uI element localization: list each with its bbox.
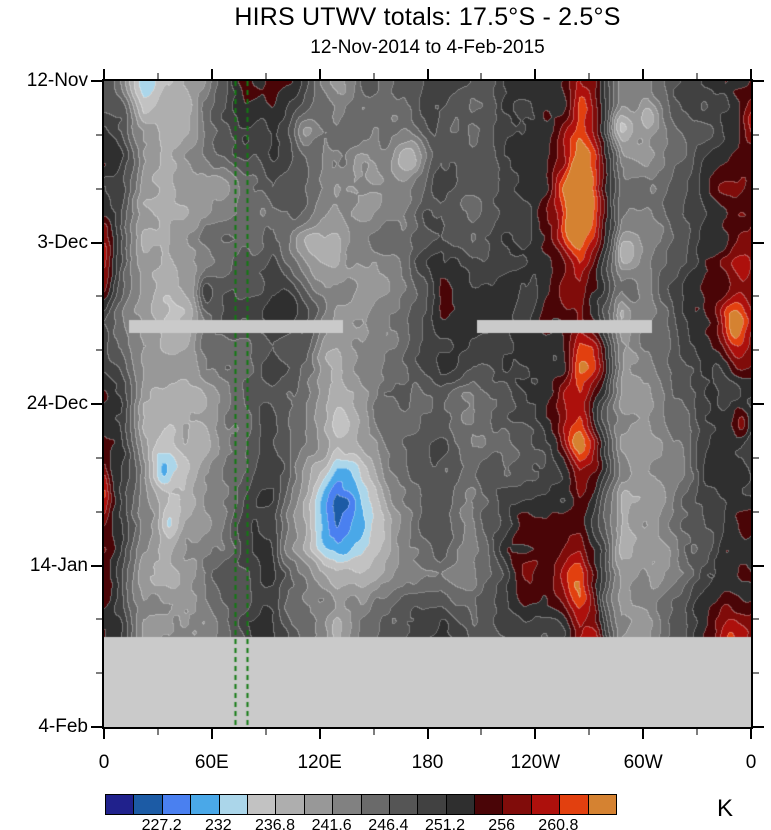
x-tick-minor (372, 729, 375, 735)
y-tick-minor (96, 295, 102, 298)
x-tick-minor (480, 729, 483, 735)
colorbar-cell (389, 795, 419, 814)
colorbar-cell (191, 795, 220, 814)
page-title: HIRS UTWV totals: 17.5°S - 2.5°S (234, 3, 621, 31)
x-tick-label: 60E (194, 752, 229, 773)
x-tick-major (534, 69, 537, 79)
colorbar-cell (219, 795, 248, 814)
y-tick-major (91, 241, 102, 244)
colorbar-cell (304, 795, 334, 814)
y-tick-minor (96, 510, 102, 513)
y-tick-minor (96, 456, 102, 459)
x-tick-major (534, 729, 537, 739)
colorbar (105, 794, 617, 815)
colorbar-tick-label: 260.8 (538, 817, 579, 830)
x-tick-minor (480, 73, 483, 79)
x-tick-major (426, 69, 429, 79)
y-tick-minor (753, 187, 759, 190)
x-tick-label: 0 (98, 752, 110, 773)
colorbar-cell (531, 795, 561, 814)
y-tick-major (91, 564, 102, 567)
colorbar-cell (361, 795, 390, 814)
y-tick-minor (753, 456, 759, 459)
x-tick-label: 60W (623, 752, 663, 773)
x-tick-label: 120W (510, 752, 561, 773)
colorbar-cell (134, 795, 163, 814)
y-tick-label: 4-Feb (38, 716, 88, 737)
x-tick-minor (156, 729, 159, 735)
colorbar-cell (560, 795, 589, 814)
x-tick-major (642, 69, 645, 79)
plot-frame (102, 79, 753, 729)
colorbar-tick-label: 236.8 (254, 817, 296, 830)
y-tick-label: 12-Nov (26, 70, 88, 91)
colorbar-tick-label: 246.4 (368, 817, 409, 830)
x-tick-label: 0 (745, 752, 757, 773)
x-tick-major (210, 69, 213, 79)
y-tick-minor (96, 672, 102, 675)
y-tick-minor (753, 295, 759, 298)
x-tick-major (750, 69, 752, 79)
colorbar-tick-label: 256 (488, 817, 515, 830)
page-subtitle: 12-Nov-2014 to 4-Feb-2015 (310, 37, 545, 58)
y-tick-minor (96, 349, 102, 352)
y-tick-major (753, 403, 764, 405)
y-tick-minor (753, 349, 759, 352)
colorbar-cell (106, 795, 135, 814)
x-tick-major (642, 729, 645, 739)
y-tick-major (91, 403, 102, 405)
colorbar-cell (162, 795, 192, 814)
y-tick-major (753, 564, 764, 567)
colorbar-tick-label: 251.2 (424, 817, 466, 830)
colorbar-cell (418, 795, 447, 814)
x-tick-major (318, 69, 321, 79)
hovmoller-field-canvas (104, 81, 751, 727)
colorbar-cell (503, 795, 532, 814)
y-tick-major (91, 80, 102, 82)
x-tick-major (103, 69, 105, 79)
x-tick-minor (372, 73, 375, 79)
y-tick-minor (96, 133, 102, 136)
colorbar-tick-label: 241.6 (311, 817, 352, 830)
y-tick-label: 3-Dec (37, 231, 88, 253)
x-tick-major (426, 729, 429, 739)
x-tick-minor (588, 729, 591, 735)
colorbar-cell (588, 795, 617, 814)
y-tick-major (91, 726, 102, 728)
y-tick-label: 24-Dec (26, 393, 88, 414)
colorbar-tick-label: 232 (204, 817, 232, 830)
x-tick-label: 120E (297, 752, 342, 773)
x-tick-minor (156, 73, 159, 79)
x-tick-major (210, 729, 213, 739)
y-tick-major (753, 241, 764, 244)
x-tick-major (103, 729, 105, 739)
x-tick-major (750, 729, 752, 739)
colorbar-tick-label: 227.2 (141, 817, 182, 830)
y-tick-minor (753, 510, 759, 513)
colorbar-cell (276, 795, 305, 814)
y-tick-minor (753, 133, 759, 136)
y-tick-minor (753, 618, 759, 621)
y-tick-major (753, 726, 764, 728)
colorbar-cell (446, 795, 476, 814)
colorbar-cell (247, 795, 277, 814)
y-tick-minor (96, 187, 102, 190)
x-tick-minor (588, 73, 591, 79)
colorbar-cell (475, 795, 504, 814)
x-tick-minor (696, 729, 699, 735)
x-tick-minor (264, 73, 267, 79)
x-tick-minor (264, 729, 267, 735)
x-tick-minor (696, 73, 699, 79)
x-tick-major (318, 729, 321, 739)
x-tick-label: 180 (411, 752, 444, 773)
colorbar-cell (333, 795, 362, 814)
y-tick-major (753, 80, 764, 82)
colorbar-unit-label: K (716, 795, 733, 822)
y-tick-label: 14-Jan (29, 554, 88, 576)
y-tick-minor (96, 618, 102, 621)
y-tick-minor (753, 672, 759, 675)
